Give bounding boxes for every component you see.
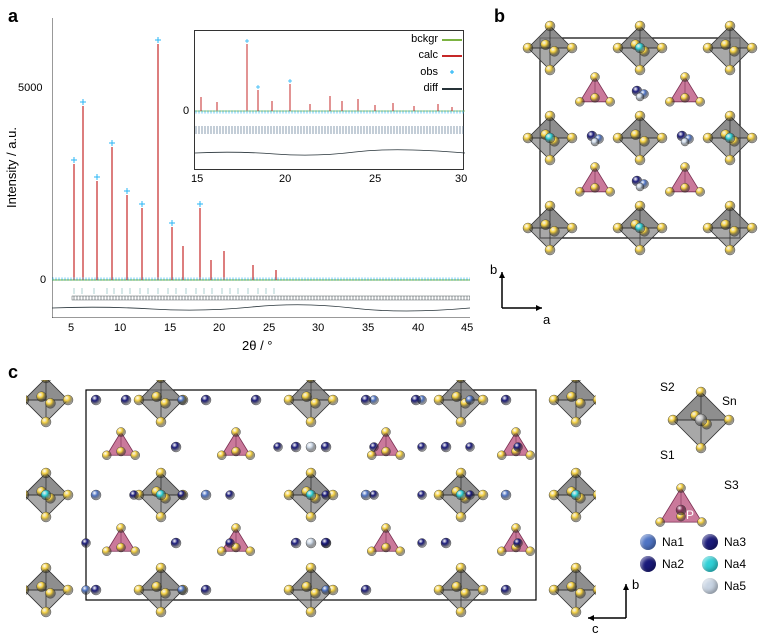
ytick-5000: 5000 bbox=[18, 82, 42, 94]
s1-label: S1 bbox=[660, 448, 675, 462]
sn-label: Sn bbox=[722, 394, 737, 408]
bragg-positions-2 bbox=[72, 296, 470, 300]
inset-obs bbox=[245, 39, 292, 89]
s3-label: S3 bbox=[724, 478, 739, 492]
chart-legend: bckgr calc obs diff bbox=[396, 32, 462, 98]
structure-bc-view bbox=[26, 380, 596, 620]
panel-a-label: a bbox=[8, 6, 18, 27]
p-label: P bbox=[686, 508, 694, 522]
poly-legend: S2 Sn S1 S3 P bbox=[636, 380, 766, 550]
axis-b2-label: b bbox=[632, 577, 639, 592]
xtick-15: 15 bbox=[164, 322, 176, 334]
axes-bc bbox=[580, 580, 636, 626]
structure-ab-view bbox=[520, 18, 760, 298]
axis-a-label: a bbox=[543, 312, 550, 327]
xtick-25: 25 bbox=[263, 322, 275, 334]
legend-na5: Na5 bbox=[702, 578, 746, 594]
panel-c-label: c bbox=[8, 362, 18, 383]
diff-line bbox=[52, 305, 470, 311]
axis-b-label: b bbox=[490, 262, 497, 277]
legend-na4: Na4 bbox=[702, 556, 746, 572]
atom-legend: Na1 Na2 Na3 Na4 Na5 bbox=[640, 534, 768, 600]
inset-diff bbox=[195, 150, 465, 155]
legend-bckgr: bckgr bbox=[396, 32, 462, 47]
legend-na2: Na2 bbox=[640, 556, 684, 572]
xtick-45: 45 bbox=[461, 322, 473, 334]
inset-yt-0: 0 bbox=[183, 105, 189, 117]
xtick-40: 40 bbox=[412, 322, 424, 334]
obs-markers bbox=[71, 37, 203, 226]
ytick-0: 0 bbox=[40, 274, 46, 286]
s2-label: S2 bbox=[660, 380, 675, 394]
legend-na3: Na3 bbox=[702, 534, 746, 550]
bragg-positions-1 bbox=[74, 288, 274, 294]
inset-xt-15: 15 bbox=[191, 173, 203, 185]
legend-diff: diff bbox=[396, 81, 462, 96]
axis-c-label: c bbox=[592, 621, 599, 636]
xlabel: 2θ / ° bbox=[242, 338, 273, 353]
axes-ab bbox=[492, 268, 552, 318]
ylabel: Intensity / a.u. bbox=[4, 127, 19, 208]
inset-bragg bbox=[195, 126, 465, 134]
xtick-20: 20 bbox=[213, 322, 225, 334]
legend-na1: Na1 bbox=[640, 534, 684, 550]
inset-xt-25: 25 bbox=[369, 173, 381, 185]
panel-b-label: b bbox=[494, 6, 505, 27]
xtick-5: 5 bbox=[68, 322, 74, 334]
inset-xt-20: 20 bbox=[279, 173, 291, 185]
legend-calc: calc bbox=[396, 48, 462, 63]
obs-baseline bbox=[52, 277, 470, 283]
inset-xt-30: 30 bbox=[455, 173, 467, 185]
xtick-10: 10 bbox=[114, 322, 126, 334]
xtick-35: 35 bbox=[362, 322, 374, 334]
xtick-30: 30 bbox=[312, 322, 324, 334]
legend-obs: obs bbox=[396, 65, 462, 80]
